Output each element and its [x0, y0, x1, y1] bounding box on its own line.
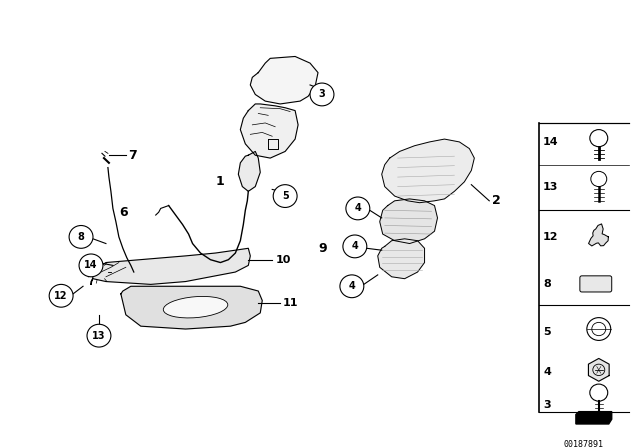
Polygon shape	[91, 248, 250, 284]
Circle shape	[310, 83, 334, 106]
Text: 4: 4	[355, 203, 361, 213]
Circle shape	[273, 185, 297, 207]
Ellipse shape	[163, 297, 228, 318]
Circle shape	[87, 324, 111, 347]
Text: 14: 14	[84, 260, 98, 271]
Text: 4: 4	[543, 367, 551, 377]
Circle shape	[340, 275, 364, 297]
Polygon shape	[121, 286, 262, 329]
Circle shape	[343, 235, 367, 258]
Polygon shape	[381, 139, 474, 202]
FancyBboxPatch shape	[580, 276, 612, 292]
Text: 2: 2	[492, 194, 501, 207]
Text: 13: 13	[92, 331, 106, 340]
Circle shape	[79, 254, 103, 277]
Text: 12: 12	[543, 232, 559, 242]
Text: 3: 3	[319, 90, 325, 99]
Text: 14: 14	[543, 137, 559, 147]
Text: 3: 3	[543, 400, 550, 410]
Text: 6: 6	[119, 206, 127, 219]
Circle shape	[69, 225, 93, 248]
Text: 12: 12	[54, 291, 68, 301]
Polygon shape	[241, 104, 298, 158]
Text: 5: 5	[282, 191, 289, 201]
Polygon shape	[250, 56, 318, 104]
Text: 9: 9	[318, 242, 326, 255]
Polygon shape	[576, 412, 612, 424]
Polygon shape	[378, 239, 424, 279]
Polygon shape	[588, 358, 609, 381]
Text: 7: 7	[128, 149, 136, 162]
Text: 8: 8	[77, 232, 84, 242]
Text: 10: 10	[275, 255, 291, 265]
Polygon shape	[380, 199, 438, 244]
Text: 1: 1	[216, 175, 224, 188]
Text: 13: 13	[543, 181, 559, 192]
Circle shape	[346, 197, 370, 220]
Text: 5: 5	[543, 327, 550, 337]
Text: 4: 4	[351, 241, 358, 251]
Polygon shape	[238, 151, 260, 191]
Circle shape	[49, 284, 73, 307]
Polygon shape	[589, 224, 609, 246]
Text: 4: 4	[349, 281, 355, 291]
Text: 11: 11	[283, 298, 299, 308]
Text: 00187891: 00187891	[564, 440, 604, 448]
Text: 8: 8	[543, 280, 551, 289]
